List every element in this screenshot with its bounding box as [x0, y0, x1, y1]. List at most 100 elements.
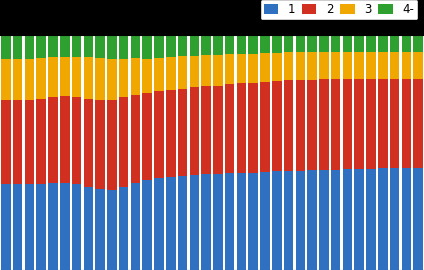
Bar — [60, 96, 70, 183]
Bar — [25, 59, 34, 100]
Bar — [413, 35, 423, 52]
Bar — [237, 54, 246, 83]
Bar — [201, 35, 211, 55]
Bar — [284, 52, 293, 80]
Bar — [260, 35, 270, 53]
Bar — [119, 59, 128, 97]
Bar — [272, 35, 282, 53]
Bar — [354, 79, 364, 169]
Bar — [154, 92, 164, 178]
Bar — [119, 97, 128, 187]
Bar — [402, 52, 411, 79]
Bar — [72, 97, 81, 184]
Bar — [331, 35, 340, 52]
Bar — [366, 35, 376, 52]
Bar — [272, 53, 282, 81]
Bar — [201, 55, 211, 86]
Bar — [213, 55, 223, 86]
Bar — [95, 35, 105, 58]
Bar — [225, 54, 234, 85]
Bar — [154, 35, 164, 58]
Bar — [36, 99, 46, 184]
Bar — [248, 173, 258, 270]
Bar — [213, 174, 223, 270]
Bar — [378, 52, 388, 79]
Bar — [178, 56, 187, 89]
Bar — [166, 58, 176, 90]
Bar — [284, 171, 293, 270]
Bar — [190, 87, 199, 175]
Bar — [1, 184, 11, 270]
Bar — [307, 80, 317, 170]
Bar — [413, 52, 423, 79]
Bar — [307, 170, 317, 270]
Bar — [390, 79, 399, 168]
Bar — [354, 169, 364, 270]
Bar — [178, 176, 187, 270]
Bar — [154, 178, 164, 270]
Bar — [1, 35, 11, 59]
Bar — [213, 86, 223, 174]
Bar — [319, 35, 329, 52]
Bar — [402, 35, 411, 52]
Bar — [107, 35, 117, 59]
Bar — [178, 35, 187, 56]
Bar — [343, 170, 352, 270]
Bar — [107, 190, 117, 270]
Bar — [72, 57, 81, 97]
Bar — [84, 35, 93, 57]
Bar — [131, 95, 140, 183]
Bar — [296, 80, 305, 171]
Bar — [84, 99, 93, 187]
Bar — [402, 168, 411, 270]
Bar — [60, 57, 70, 96]
Bar — [60, 35, 70, 57]
Bar — [237, 173, 246, 270]
Bar — [225, 85, 234, 173]
Bar — [95, 100, 105, 189]
Bar — [272, 81, 282, 171]
Bar — [1, 59, 11, 100]
Bar — [390, 35, 399, 52]
Bar — [48, 35, 58, 58]
Bar — [13, 59, 22, 100]
Bar — [13, 100, 22, 184]
Bar — [343, 79, 352, 170]
Bar — [237, 83, 246, 173]
Bar — [48, 58, 58, 97]
Bar — [331, 170, 340, 270]
Bar — [142, 180, 152, 270]
Bar — [13, 35, 22, 59]
Bar — [284, 80, 293, 171]
Bar — [36, 184, 46, 270]
Bar — [95, 189, 105, 270]
Bar — [284, 35, 293, 52]
Bar — [307, 52, 317, 80]
Bar — [366, 168, 376, 270]
Bar — [354, 35, 364, 52]
Bar — [142, 93, 152, 180]
Bar — [154, 58, 164, 92]
Bar — [413, 168, 423, 270]
Bar — [366, 52, 376, 79]
Bar — [319, 170, 329, 270]
Bar — [190, 175, 199, 270]
Bar — [201, 86, 211, 174]
Bar — [142, 59, 152, 93]
Bar — [296, 171, 305, 270]
Bar — [296, 52, 305, 80]
Bar — [366, 79, 376, 168]
Bar — [331, 52, 340, 79]
Bar — [25, 184, 34, 270]
Bar — [178, 89, 187, 176]
Bar — [319, 52, 329, 79]
Bar — [72, 35, 81, 57]
Bar — [390, 52, 399, 79]
Bar — [307, 35, 317, 52]
Bar — [84, 57, 93, 99]
Bar — [166, 177, 176, 270]
Bar — [296, 35, 305, 52]
Bar — [107, 59, 117, 100]
Bar — [36, 35, 46, 58]
Bar — [225, 35, 234, 54]
